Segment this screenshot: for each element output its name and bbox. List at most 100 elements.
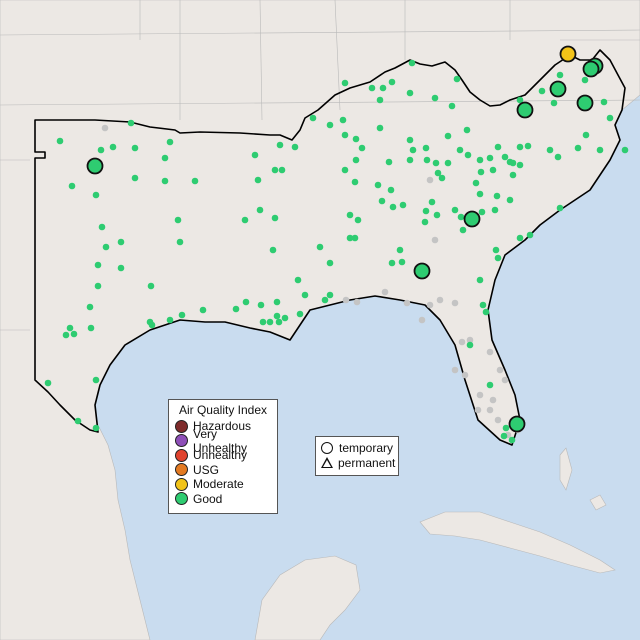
- good-site-marker: [354, 216, 362, 224]
- good-temporary-site-marker: [463, 210, 481, 228]
- legend-item-unhealthy: Unhealthy: [175, 448, 271, 463]
- good-site-marker: [451, 206, 459, 214]
- good-site-marker: [453, 75, 461, 83]
- good-site-marker: [556, 204, 564, 212]
- good-site-marker: [516, 234, 524, 242]
- good-site-marker: [444, 132, 452, 140]
- good-site-marker: [508, 436, 516, 444]
- aqi-legend: Air Quality Index Hazardous Very Unhealt…: [168, 399, 278, 514]
- good-site-marker: [278, 166, 286, 174]
- good-site-marker: [276, 141, 284, 149]
- good-temporary-site-marker: [508, 415, 526, 433]
- good-site-marker: [621, 146, 629, 154]
- good-site-marker: [117, 264, 125, 272]
- good-site-marker: [486, 381, 494, 389]
- legend-label: Good: [193, 491, 223, 506]
- no-data-site-marker: [451, 366, 459, 374]
- good-site-marker: [109, 143, 117, 151]
- legend-label: Very Unhealthy: [193, 426, 248, 455]
- good-site-marker: [476, 156, 484, 164]
- circle-icon: [321, 442, 333, 455]
- highlighted-sites: [86, 45, 604, 433]
- good-site-marker: [406, 156, 414, 164]
- good-site-marker: [396, 246, 404, 254]
- legend-title: Air Quality Index: [178, 403, 268, 417]
- good-site-marker: [399, 201, 407, 209]
- good-site-marker: [256, 206, 264, 214]
- good-site-marker: [486, 154, 494, 162]
- good-site-marker: [326, 259, 334, 267]
- good-site-marker: [161, 154, 169, 162]
- monitor-type-legend: temporary permanent: [315, 436, 399, 476]
- good-site-marker: [273, 312, 281, 320]
- good-site-marker: [94, 261, 102, 269]
- no-data-site-marker: [486, 406, 494, 414]
- no-data-site-marker: [489, 396, 497, 404]
- good-site-marker: [374, 181, 382, 189]
- no-data-site-marker: [474, 406, 482, 414]
- good-site-marker: [494, 143, 502, 151]
- good-site-marker: [459, 226, 467, 234]
- good-site-marker: [92, 424, 100, 432]
- good-site-marker: [74, 417, 82, 425]
- good-site-marker: [434, 169, 442, 177]
- good-site-marker: [62, 331, 70, 339]
- good-site-marker: [431, 94, 439, 102]
- good-site-marker: [131, 144, 139, 152]
- good-site-marker: [600, 98, 608, 106]
- good-site-marker: [477, 168, 485, 176]
- good-site-marker: [423, 156, 431, 164]
- good-site-marker: [389, 203, 397, 211]
- good-site-marker: [326, 291, 334, 299]
- good-site-marker: [232, 305, 240, 313]
- good-site-marker: [472, 179, 480, 187]
- good-site-marker: [271, 166, 279, 174]
- good-site-marker: [422, 207, 430, 215]
- good-site-marker: [421, 218, 429, 226]
- good-site-marker: [502, 424, 510, 432]
- study-region-outline: [34, 49, 626, 446]
- good-site-marker: [489, 166, 497, 174]
- good-site-marker: [582, 131, 590, 139]
- good-temporary-site-marker: [413, 262, 431, 280]
- good-site-marker: [147, 282, 155, 290]
- no-data-site-marker: [494, 416, 502, 424]
- good-site-marker: [166, 138, 174, 146]
- no-data-site-marker: [418, 316, 426, 324]
- good-site-marker: [309, 114, 317, 122]
- good-site-marker: [321, 296, 329, 304]
- good-site-marker: [432, 159, 440, 167]
- good-site-marker: [479, 301, 487, 309]
- good-site-marker: [463, 126, 471, 134]
- good-site-marker: [606, 114, 614, 122]
- good-site-marker: [387, 186, 395, 194]
- good-site-marker: [478, 208, 486, 216]
- good-site-marker: [98, 223, 106, 231]
- no-data-site-marker: [458, 338, 466, 346]
- good-site-marker: [456, 146, 464, 154]
- good-site-marker: [70, 330, 78, 338]
- good-site-marker: [269, 246, 277, 254]
- good-site-marker: [166, 316, 174, 324]
- good-site-marker: [178, 311, 186, 319]
- good-site-marker: [341, 131, 349, 139]
- good-site-marker: [254, 176, 262, 184]
- legend-item-permanent: permanent: [321, 455, 396, 471]
- good-site-marker: [341, 166, 349, 174]
- no-data-site-marker: [486, 348, 494, 356]
- good-site-marker: [273, 298, 281, 306]
- good-site-marker: [86, 303, 94, 311]
- good-site-marker: [92, 376, 100, 384]
- good-site-marker: [257, 301, 265, 309]
- legend-label: USG: [193, 462, 220, 477]
- legend-label: permanent: [338, 455, 396, 470]
- good-site-marker: [339, 116, 347, 124]
- good-site-marker: [457, 213, 465, 221]
- good-site-marker: [294, 276, 302, 284]
- good-site-marker: [352, 135, 360, 143]
- good-site-marker: [341, 79, 349, 87]
- no-data-site-marker: [466, 336, 474, 344]
- good-site-marker: [271, 214, 279, 222]
- good-site-marker: [550, 99, 558, 107]
